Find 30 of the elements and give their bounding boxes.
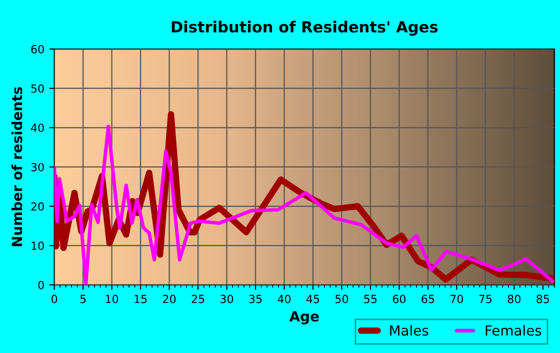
y-tick-label: 30 bbox=[31, 162, 44, 172]
legend-label: Females bbox=[486, 324, 542, 336]
y-tick-label: 0 bbox=[38, 280, 44, 290]
x-tick-label: 35 bbox=[249, 294, 262, 304]
x-tick-label: 5 bbox=[80, 294, 86, 304]
x-axis-title: Age bbox=[289, 311, 319, 324]
x-tick-label: 25 bbox=[192, 294, 204, 304]
x-tick-label: 60 bbox=[392, 294, 406, 304]
y-tick-label: 20 bbox=[31, 202, 44, 211]
x-tick-label: 65 bbox=[422, 294, 434, 304]
x-tick-label: 20 bbox=[163, 294, 176, 304]
x-tick-label: 75 bbox=[479, 294, 492, 304]
x-tick-label: 40 bbox=[278, 294, 291, 304]
y-tick-label: 40 bbox=[31, 124, 44, 132]
y-tick-label: 50 bbox=[31, 84, 44, 93]
chart-title: Distribution of Residents' Ages bbox=[172, 20, 438, 36]
x-tick-label: 70 bbox=[450, 294, 464, 304]
x-tick-label: 50 bbox=[336, 294, 348, 304]
x-tick-label: 55 bbox=[364, 294, 377, 304]
x-tick-label: 85 bbox=[536, 294, 550, 304]
legend-label: Males bbox=[390, 324, 428, 336]
x-tick-label: 10 bbox=[106, 294, 118, 304]
x-tick-label: 30 bbox=[220, 294, 234, 304]
y-tick-label: 60 bbox=[31, 45, 44, 54]
x-tick-label: 80 bbox=[508, 294, 520, 304]
x-tick-label: 0 bbox=[52, 294, 58, 304]
y-tick-label: 10 bbox=[32, 242, 44, 250]
y-axis-title: Number of residents bbox=[11, 87, 22, 246]
x-tick-label: 45 bbox=[306, 294, 320, 304]
x-tick-label: 15 bbox=[134, 294, 147, 304]
